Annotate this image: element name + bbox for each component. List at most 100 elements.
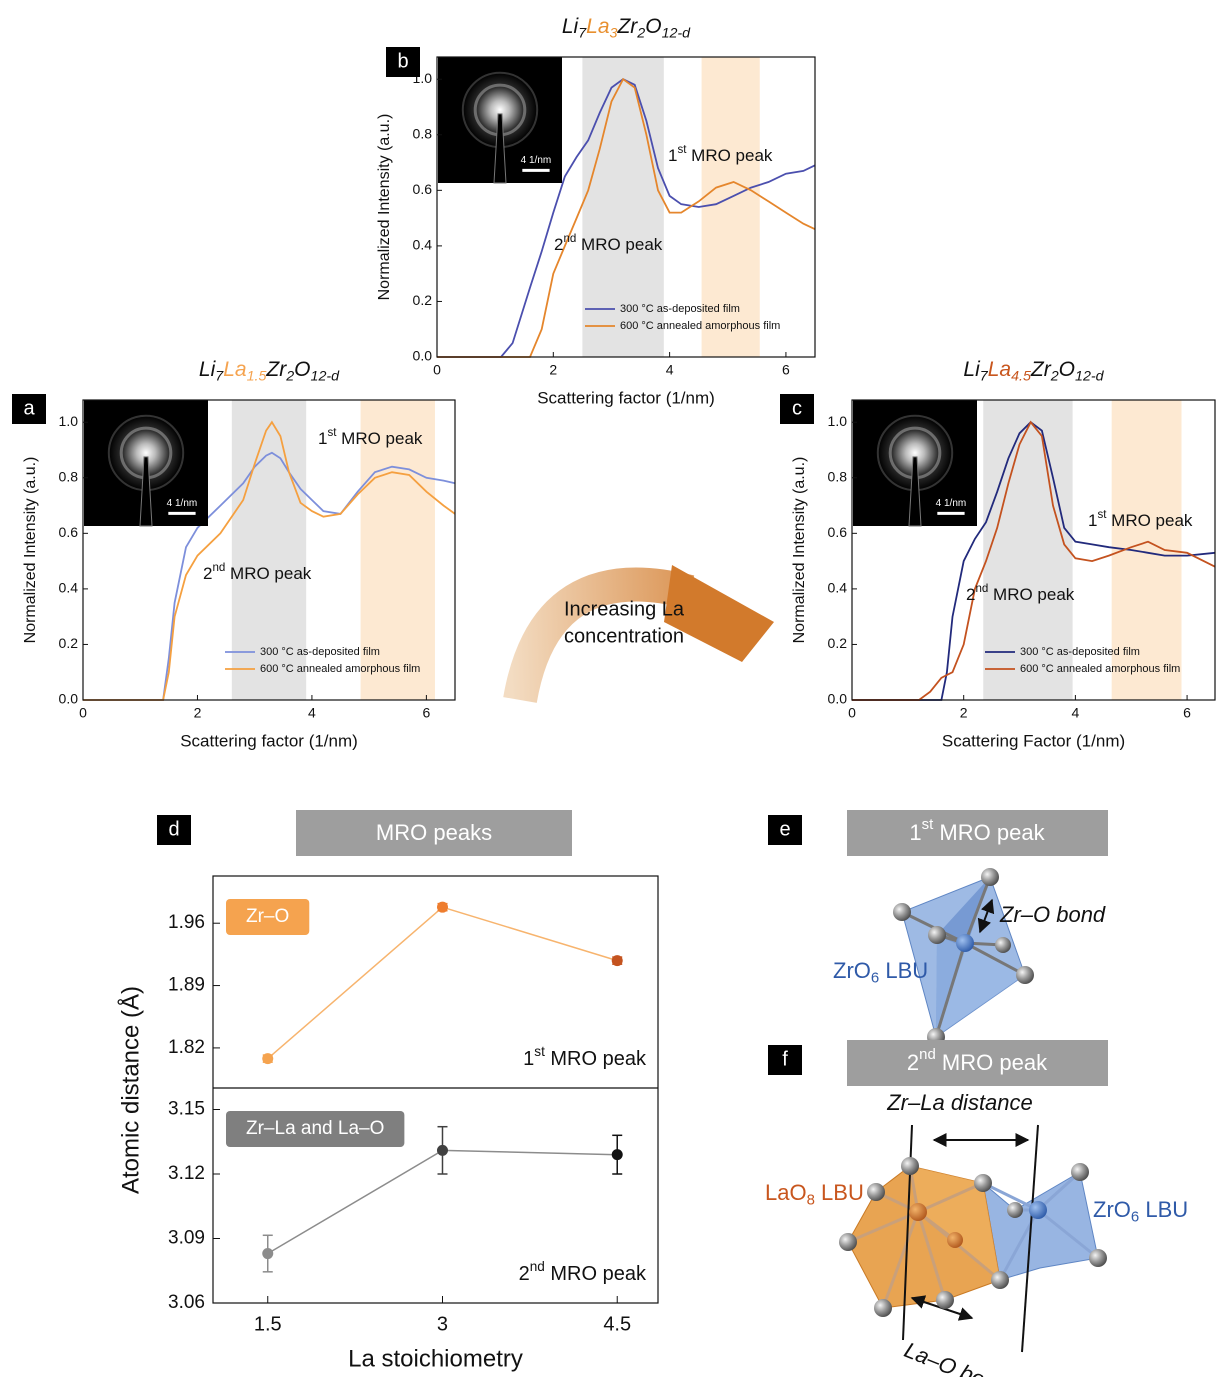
- annotation: 2nd MRO peak: [203, 562, 312, 583]
- text-part: 2: [636, 25, 645, 41]
- arrow-label: Increasing La: [564, 598, 685, 620]
- text-part: 2: [285, 368, 294, 384]
- text-part: MRO peak: [936, 1050, 1048, 1075]
- text-part: 2: [907, 1050, 919, 1075]
- legend-label: 300 °C as-deposited film: [620, 303, 740, 315]
- y-axis-label: Normalized Intensity (a.u.): [22, 457, 39, 644]
- text-part: 12-d: [662, 25, 692, 41]
- connecting-line: [268, 907, 617, 1058]
- diagram-label: LaO8 LBU: [765, 1180, 864, 1209]
- x-tick-label: 0: [79, 705, 87, 721]
- text-part: Zr: [1030, 358, 1052, 381]
- y-tick-label: 0.0: [828, 691, 848, 707]
- chart-title: Li7La1.5Zr2O12-d: [199, 358, 340, 385]
- diagram-label: ZrO6 LBU: [1093, 1197, 1188, 1226]
- data-point: [262, 1053, 273, 1064]
- y-tick-label: 0.6: [59, 524, 79, 540]
- text-part: nd: [530, 1259, 545, 1274]
- text-part: ZrO: [833, 958, 871, 983]
- x-tick-label: 2: [960, 705, 968, 721]
- text-part: 1: [1088, 511, 1097, 530]
- y-tick-label: 1.0: [59, 413, 79, 429]
- text-part: 8: [807, 1192, 815, 1209]
- text-part: 1: [523, 1048, 534, 1070]
- panel-letter: b: [397, 50, 408, 72]
- legend-label: 600 °C annealed amorphous film: [260, 663, 420, 675]
- arrow-label: concentration: [564, 625, 684, 647]
- x-tick-label: 4: [666, 362, 674, 378]
- data-point: [262, 1248, 273, 1259]
- text-part: 2: [203, 564, 212, 583]
- legend-label: 300 °C as-deposited film: [1020, 646, 1140, 658]
- text-part: Zr: [265, 358, 287, 381]
- text-part: La: [586, 15, 609, 38]
- x-tick-label: 0: [848, 705, 856, 721]
- y-tick-label: 0.6: [413, 181, 433, 197]
- text-part: La: [223, 358, 246, 381]
- annotation: 2nd MRO peak: [554, 233, 663, 254]
- text-part: 2: [554, 235, 563, 254]
- text-part: 6: [1131, 1209, 1139, 1226]
- text-part: MRO peak: [988, 585, 1074, 604]
- y-tick-label: 0.6: [828, 524, 848, 540]
- diagram-label: La–O bond: [901, 1337, 1012, 1377]
- x-tick-label: 3: [437, 1313, 448, 1335]
- diagram-label: Zr–La distance: [886, 1090, 1033, 1115]
- plot-frame: [213, 876, 658, 1303]
- y-tick-label: 0.8: [59, 468, 79, 484]
- text-part: 3: [610, 25, 618, 41]
- text-part: 2: [519, 1263, 530, 1285]
- text-part: O: [645, 15, 661, 38]
- x-tick-label: 2: [194, 705, 202, 721]
- legend-label: 600 °C annealed amorphous film: [620, 320, 780, 332]
- y-tick-label: 3.12: [168, 1163, 205, 1184]
- text-part: MRO peak: [1106, 511, 1192, 530]
- x-axis-label: La stoichiometry: [348, 1345, 523, 1372]
- text-part: 12-d: [1075, 368, 1105, 384]
- text-part: LBU: [1139, 1197, 1188, 1222]
- series-annotation: 2nd MRO peak: [519, 1259, 647, 1286]
- y-tick-label: 0.0: [413, 348, 433, 364]
- y-axis-label: Atomic distance (Å): [116, 986, 144, 1194]
- panel-letter: a: [23, 397, 35, 419]
- scale-label: 4 1/nm: [167, 498, 198, 509]
- text-part: MRO peak: [225, 564, 311, 583]
- text-part: Zr–O bond: [999, 902, 1106, 927]
- text-part: 1.5: [247, 368, 267, 384]
- diagram-label: ZrO6 LBU: [833, 958, 928, 987]
- scale-label: 4 1/nm: [521, 155, 552, 166]
- x-tick-label: 4.5: [603, 1313, 631, 1335]
- text-part: La–O bond: [901, 1337, 1012, 1377]
- text-part: LBU: [815, 1180, 864, 1205]
- annotation: 1st MRO peak: [668, 144, 773, 165]
- y-tick-label: 1.96: [168, 912, 205, 933]
- text-part: 1: [909, 820, 921, 845]
- text-part: 2: [966, 585, 975, 604]
- text-part: O: [294, 358, 310, 381]
- text-part: 4.5: [1011, 368, 1031, 384]
- text-part: 12-d: [311, 368, 341, 384]
- text-part: 2: [1050, 368, 1059, 384]
- text-part: st: [534, 1044, 545, 1059]
- text-part: La: [988, 358, 1011, 381]
- legend-label: 600 °C annealed amorphous film: [1020, 663, 1180, 675]
- y-tick-label: 0.4: [828, 580, 848, 596]
- series-annotation: 1st MRO peak: [523, 1044, 647, 1071]
- annotation: 2nd MRO peak: [966, 583, 1075, 604]
- x-tick-label: 6: [782, 362, 790, 378]
- y-tick-label: 0.8: [413, 125, 433, 141]
- y-tick-label: 0.2: [413, 292, 433, 308]
- text-part: MRO peak: [336, 429, 422, 448]
- la-zr-polyhedra: [839, 1125, 1107, 1352]
- x-tick-label: 4: [1071, 705, 1079, 721]
- chart-title: Li7La3Zr2O12-d: [562, 15, 691, 42]
- data-point: [612, 955, 623, 966]
- series-label: Zr–O: [246, 906, 289, 927]
- data-point: [437, 1145, 448, 1156]
- y-tick-label: 1.0: [828, 413, 848, 429]
- panel-letter: f: [782, 1048, 788, 1070]
- text-part: nd: [919, 1046, 936, 1063]
- x-tick-label: 1.5: [254, 1313, 282, 1335]
- x-tick-label: 2: [549, 362, 557, 378]
- y-tick-label: 0.2: [59, 635, 79, 651]
